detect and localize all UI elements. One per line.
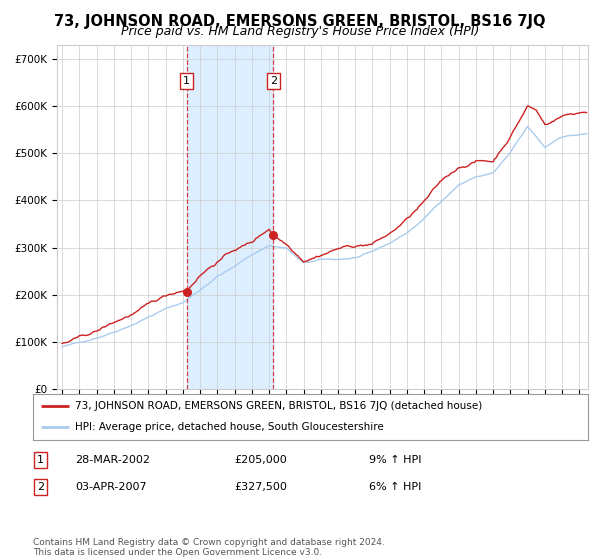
Text: 2: 2 [270,76,277,86]
Text: Price paid vs. HM Land Registry's House Price Index (HPI): Price paid vs. HM Land Registry's House … [121,25,479,38]
Text: £205,000: £205,000 [234,455,287,465]
Text: HPI: Average price, detached house, South Gloucestershire: HPI: Average price, detached house, Sout… [74,422,383,432]
Text: 03-APR-2007: 03-APR-2007 [75,482,146,492]
Text: Contains HM Land Registry data © Crown copyright and database right 2024.
This d: Contains HM Land Registry data © Crown c… [33,538,385,557]
Text: £327,500: £327,500 [234,482,287,492]
Text: 9% ↑ HPI: 9% ↑ HPI [369,455,421,465]
Text: 6% ↑ HPI: 6% ↑ HPI [369,482,421,492]
Text: 1: 1 [37,455,44,465]
Text: 2: 2 [37,482,44,492]
Text: 1: 1 [183,76,190,86]
Text: 73, JOHNSON ROAD, EMERSONS GREEN, BRISTOL, BS16 7JQ (detached house): 73, JOHNSON ROAD, EMERSONS GREEN, BRISTO… [74,401,482,411]
Text: 28-MAR-2002: 28-MAR-2002 [75,455,150,465]
Bar [187,45,274,389]
Text: 73, JOHNSON ROAD, EMERSONS GREEN, BRISTOL, BS16 7JQ: 73, JOHNSON ROAD, EMERSONS GREEN, BRISTO… [54,14,546,29]
